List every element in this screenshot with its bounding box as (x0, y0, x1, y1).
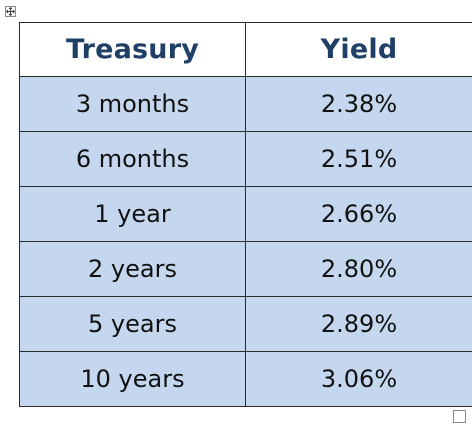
table-row: 2 years 2.80% (19, 241, 472, 297)
yield-cell: 2.51% (245, 131, 472, 187)
treasury-cell: 10 years (19, 351, 246, 407)
table-row: 1 year 2.66% (19, 186, 472, 242)
table-resize-icon[interactable] (453, 410, 466, 423)
header-treasury: Treasury (19, 22, 246, 77)
table-row: 5 years 2.89% (19, 296, 472, 352)
treasury-yield-table: Treasury Yield 3 months 2.38% 6 months 2… (19, 22, 472, 407)
table-header-row: Treasury Yield (19, 22, 472, 77)
treasury-cell: 5 years (19, 296, 246, 352)
yield-cell: 2.66% (245, 186, 472, 242)
treasury-cell: 2 years (19, 241, 246, 297)
treasury-cell: 3 months (19, 76, 246, 132)
header-yield: Yield (245, 22, 472, 77)
table-row: 10 years 3.06% (19, 351, 472, 407)
treasury-cell: 6 months (19, 131, 246, 187)
yield-cell: 2.80% (245, 241, 472, 297)
table-move-icon[interactable] (5, 6, 16, 17)
yield-cell: 2.38% (245, 76, 472, 132)
yield-cell: 3.06% (245, 351, 472, 407)
table-row: 3 months 2.38% (19, 76, 472, 132)
table-row: 6 months 2.51% (19, 131, 472, 187)
treasury-cell: 1 year (19, 186, 246, 242)
yield-cell: 2.89% (245, 296, 472, 352)
